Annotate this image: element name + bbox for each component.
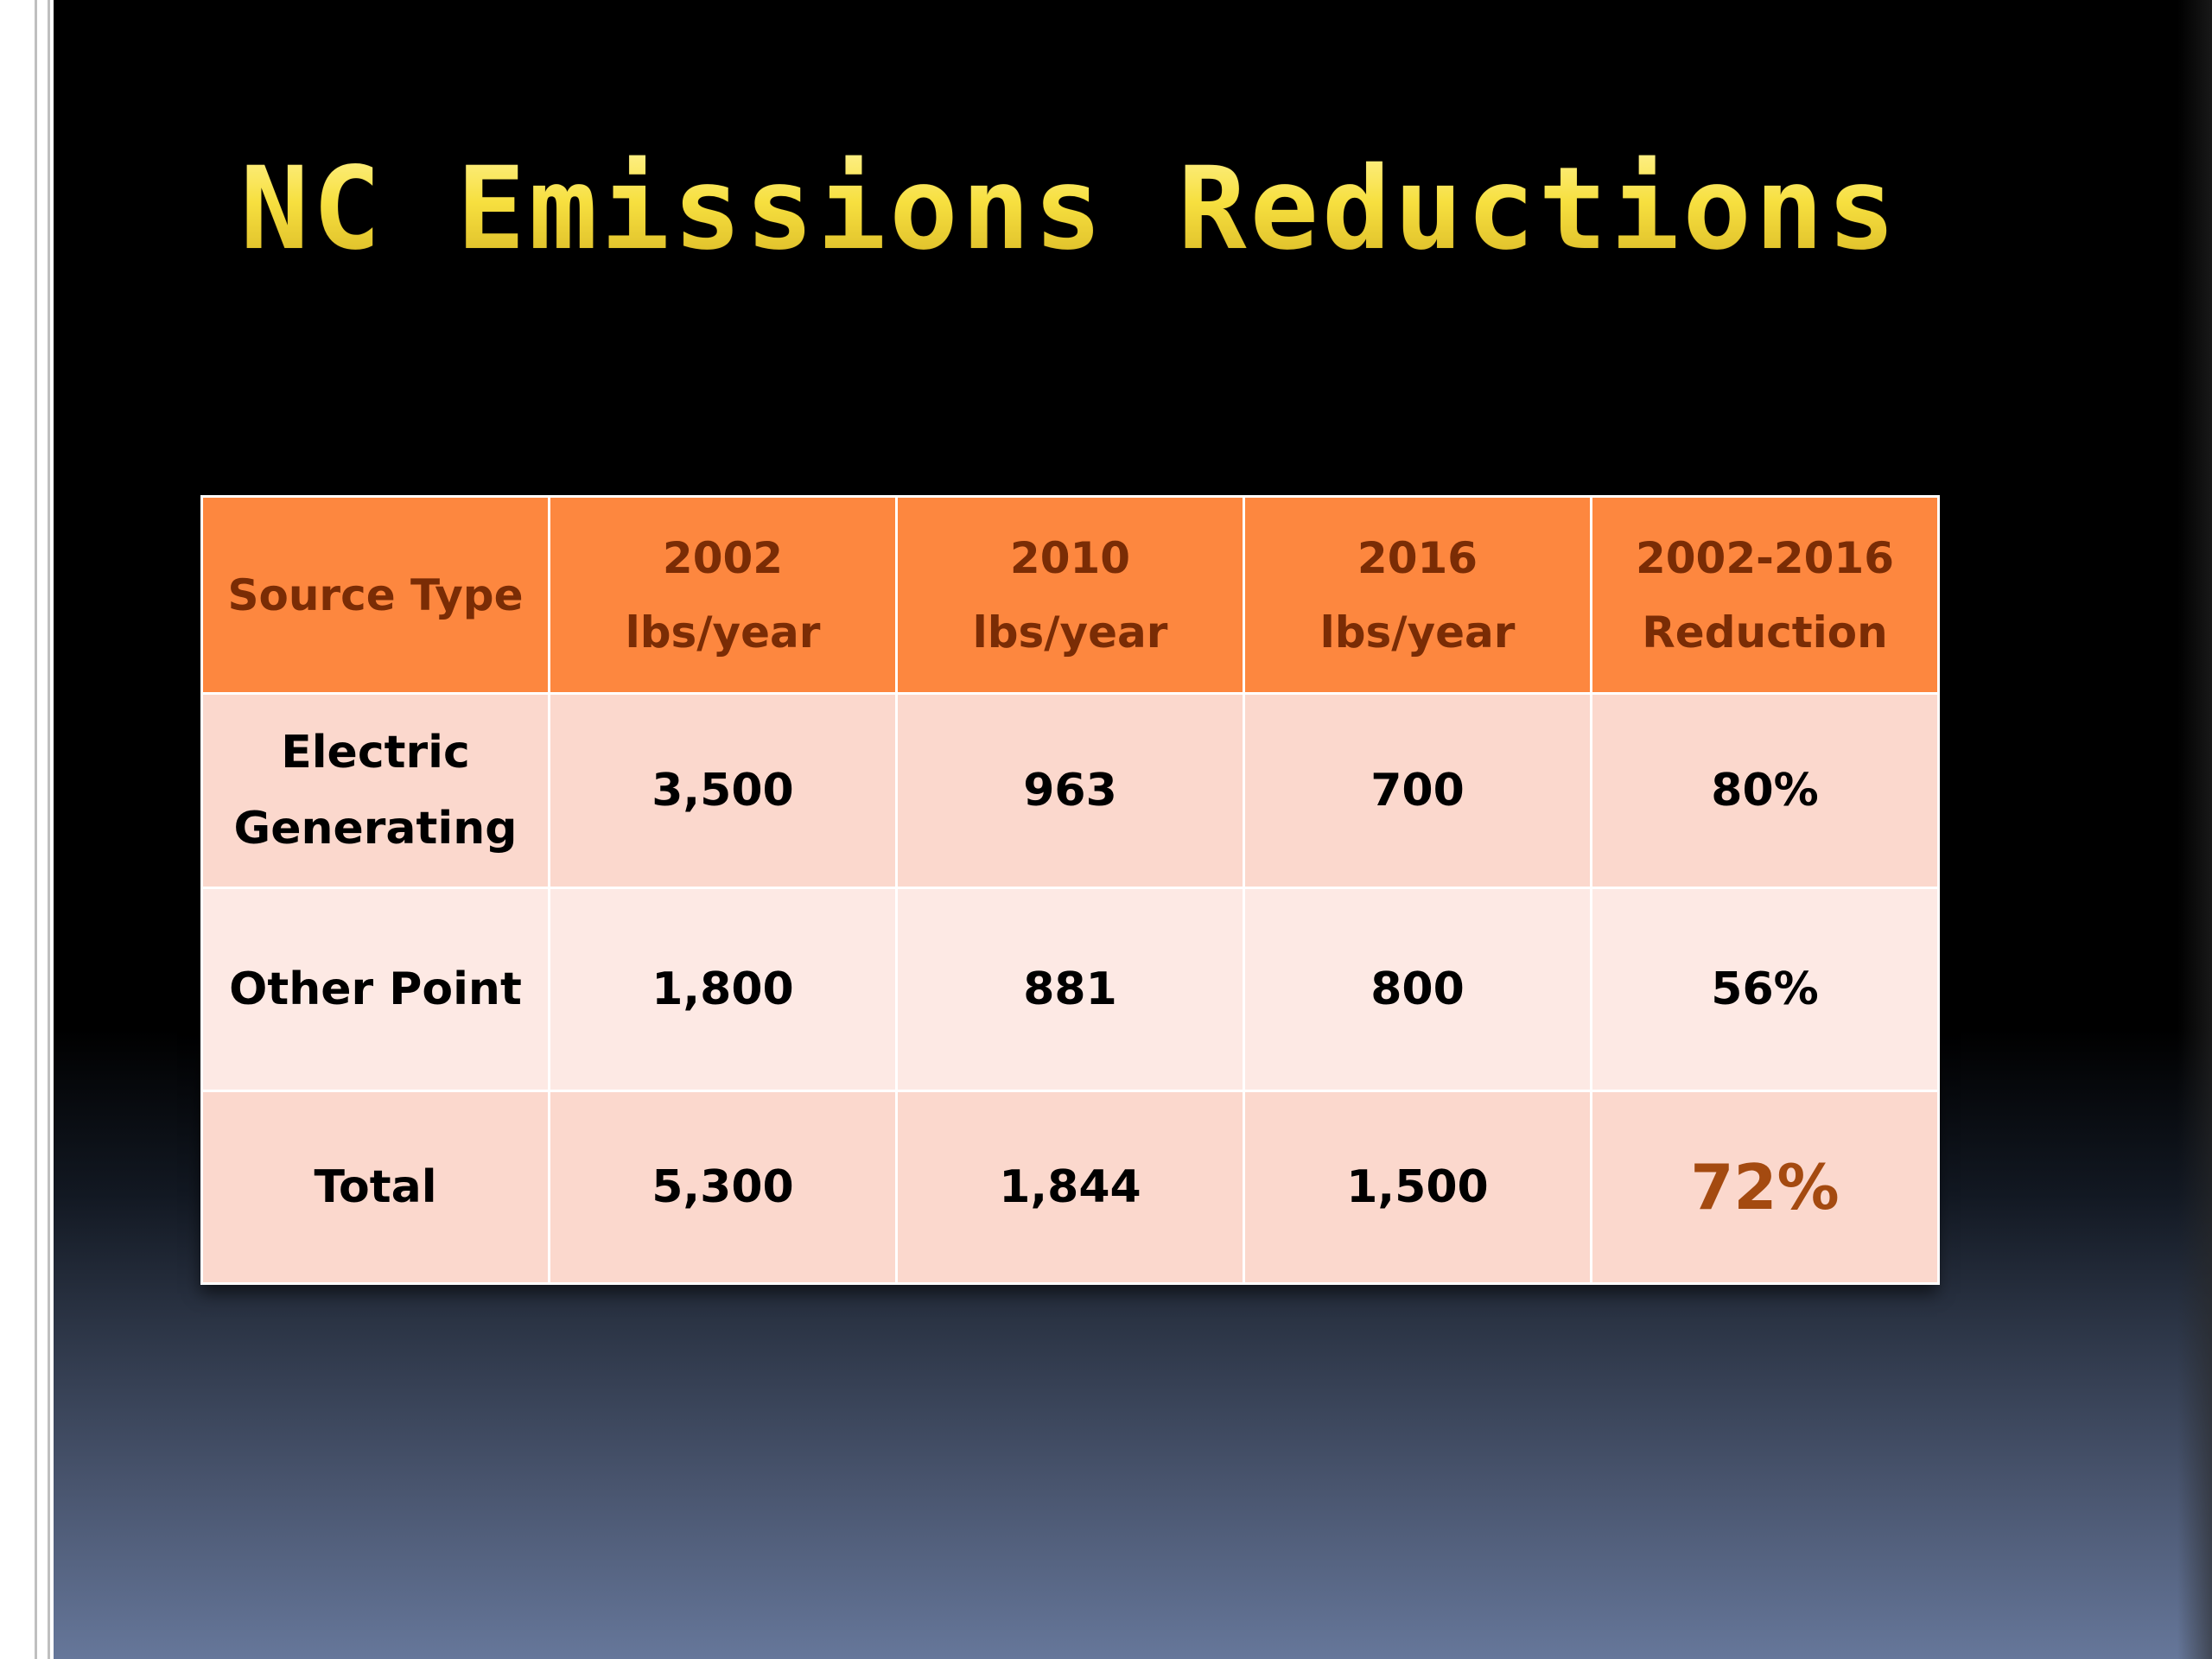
- value-2002-cell: 3,500: [548, 692, 898, 889]
- value-2016-cell: 1,500: [1243, 1090, 1592, 1285]
- header-year: 2016: [1357, 532, 1478, 583]
- table-header-row: Source Type 2002 lbs/year 2010 lbs/year …: [200, 495, 1940, 695]
- header-period: 2002-2016: [1635, 532, 1895, 583]
- value-2016-cell: 700: [1243, 692, 1592, 889]
- slide-title: NC Emissions Reductions: [240, 143, 1899, 276]
- header-2016: 2016 lbs/year: [1243, 495, 1592, 695]
- table-row-total: Total 5,300 1,844 1,500 72%: [200, 1090, 1940, 1285]
- source-type-line: Generating: [233, 803, 518, 855]
- emissions-table-container: Source Type 2002 lbs/year 2010 lbs/year …: [200, 495, 1940, 1285]
- value-2002-cell: 1,800: [548, 887, 898, 1092]
- header-unit: lbs/year: [972, 607, 1168, 658]
- source-type-line: Electric: [281, 727, 470, 779]
- header-year: 2010: [1009, 532, 1131, 583]
- source-type-cell: Total: [200, 1090, 550, 1285]
- value-2016-cell: 800: [1243, 887, 1592, 1092]
- reduction-cell: 56%: [1590, 887, 1940, 1092]
- header-label: Reduction: [1642, 607, 1888, 658]
- left-edge-line-inner: [48, 0, 50, 1659]
- emissions-table: Source Type 2002 lbs/year 2010 lbs/year …: [200, 495, 1940, 1285]
- table-row: Electric Generating 3,500 963 700 80%: [200, 692, 1940, 889]
- header-unit: lbs/year: [1319, 607, 1516, 658]
- header-2010: 2010 lbs/year: [895, 495, 1245, 695]
- source-type-cell: Other Point: [200, 887, 550, 1092]
- reduction-cell: 80%: [1590, 692, 1940, 889]
- header-source-type: Source Type: [200, 495, 550, 695]
- slide-right-shadow: [2177, 0, 2212, 1659]
- table-row: Other Point 1,800 881 800 56%: [200, 887, 1940, 1092]
- header-unit: lbs/year: [625, 607, 821, 658]
- header-reduction: 2002-2016 Reduction: [1590, 495, 1940, 695]
- header-label: Source Type: [227, 569, 524, 620]
- header-2002: 2002 lbs/year: [548, 495, 898, 695]
- source-type-cell: Electric Generating: [200, 692, 550, 889]
- slide: NC Emissions Reductions Source Type: [54, 0, 2212, 1659]
- total-reduction-cell: 72%: [1590, 1090, 1940, 1285]
- value-2002-cell: 5,300: [548, 1090, 898, 1285]
- header-year: 2002: [662, 532, 784, 583]
- value-2010-cell: 881: [895, 887, 1245, 1092]
- left-edge-line: [35, 0, 37, 1659]
- value-2010-cell: 1,844: [895, 1090, 1245, 1285]
- value-2010-cell: 963: [895, 692, 1245, 889]
